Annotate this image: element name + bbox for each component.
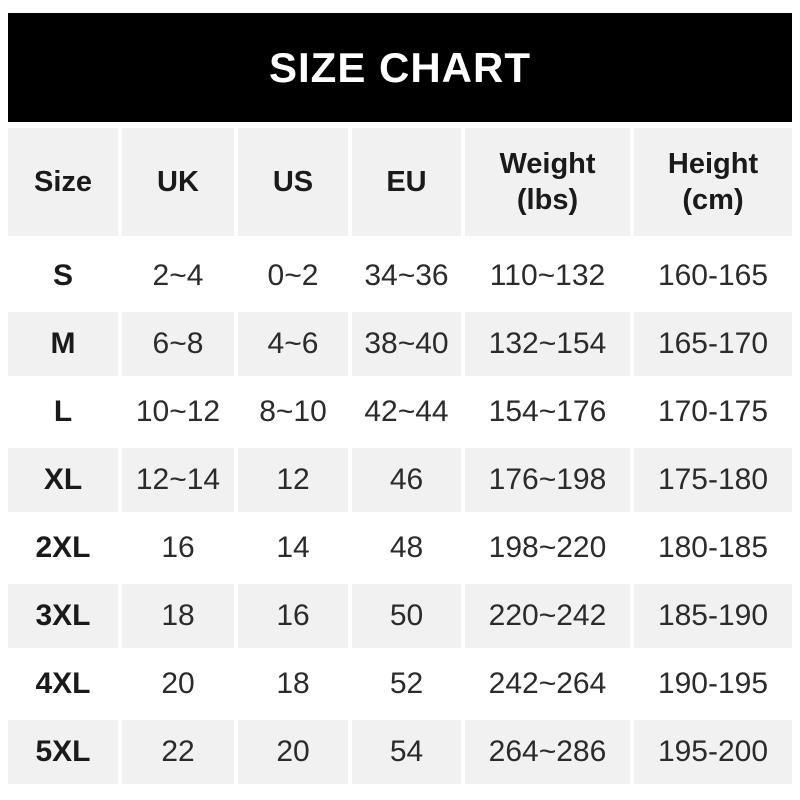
cell-3xl-uk: 18 [122,582,234,650]
cell-xl-height: 175-180 [634,446,792,514]
cell-2xl-uk: 16 [161,531,195,565]
cell-2xl-height: 180-185 [657,531,769,565]
cell-m-uk: 6~8 [122,310,234,378]
cell-5xl-uk: 22 [122,718,234,786]
cell-4xl-eu: 52 [389,667,424,701]
cell-m-us: 4~6 [238,310,348,378]
column-header-weight: Weight (lbs) [465,128,630,236]
cell-4xl-us: 18 [276,667,310,701]
cell-5xl-eu: 54 [352,718,461,786]
cell-s-uk: 2~4 [152,259,204,293]
column-header-uk: UK [122,128,234,236]
column-header-height: Height (cm) [634,128,792,236]
cell-4xl-weight: 242~264 [488,667,607,701]
column-header-sublabel: (cm) [682,184,744,216]
cell-5xl-us: 20 [238,718,348,786]
column-header-label: Weight [499,147,596,180]
cell-3xl-weight: 220~242 [465,582,630,650]
column-header-us: US [238,128,348,236]
cell-3xl-us: 16 [238,582,348,650]
cell-l-us: 8~10 [259,395,327,429]
cell-l-uk: 10~12 [135,395,221,429]
cell-xl-weight: 176~198 [465,446,630,514]
cell-4xl-height: 190-195 [657,667,769,701]
cell-3xl-eu: 50 [352,582,461,650]
cell-3xl-height: 185-190 [634,582,792,650]
cell-4xl-uk: 20 [161,667,195,701]
column-header-label: Height [667,147,759,180]
column-header-eu: EU [352,128,461,236]
row-label-l: L [53,395,73,429]
cell-l-height: 170-175 [657,395,769,429]
cell-xl-eu: 46 [352,446,461,514]
cell-2xl-eu: 48 [389,531,424,565]
cell-s-height: 160-165 [657,259,769,293]
cell-5xl-height: 195-200 [634,718,792,786]
size-table: Size UK US EU Weight (lbs) Height (cm) S 2~4 0~2 34… [8,128,792,786]
cell-l-weight: 154~176 [488,395,607,429]
cell-s-us: 0~2 [267,259,319,293]
column-header-sublabel: (lbs) [516,184,579,216]
column-header-label: Size [33,165,93,198]
cell-2xl-us: 14 [276,531,310,565]
row-label-s: S [52,259,73,293]
cell-xl-uk: 12~14 [122,446,234,514]
cell-s-weight: 110~132 [489,259,606,293]
row-label-5xl: 5XL [8,718,118,786]
row-label-m: M [8,310,118,378]
cell-m-eu: 38~40 [352,310,461,378]
column-header-label: EU [386,165,427,198]
title-bar: SIZE CHART [8,13,792,122]
row-label-2xl: 2XL [35,531,91,565]
cell-5xl-weight: 264~286 [465,718,630,786]
cell-2xl-weight: 198~220 [488,531,607,565]
cell-s-eu: 34~36 [364,259,449,293]
cell-xl-us: 12 [238,446,348,514]
row-label-4xl: 4XL [35,667,91,701]
cell-m-weight: 132~154 [465,310,630,378]
column-header-label: UK [157,165,199,198]
page-title: SIZE CHART [269,43,531,91]
row-label-3xl: 3XL [8,582,118,650]
column-header-label: US [272,165,314,198]
cell-m-height: 165-170 [634,310,792,378]
cell-l-eu: 42~44 [364,395,449,429]
row-label-xl: XL [8,446,118,514]
column-header-size: Size [8,128,118,236]
